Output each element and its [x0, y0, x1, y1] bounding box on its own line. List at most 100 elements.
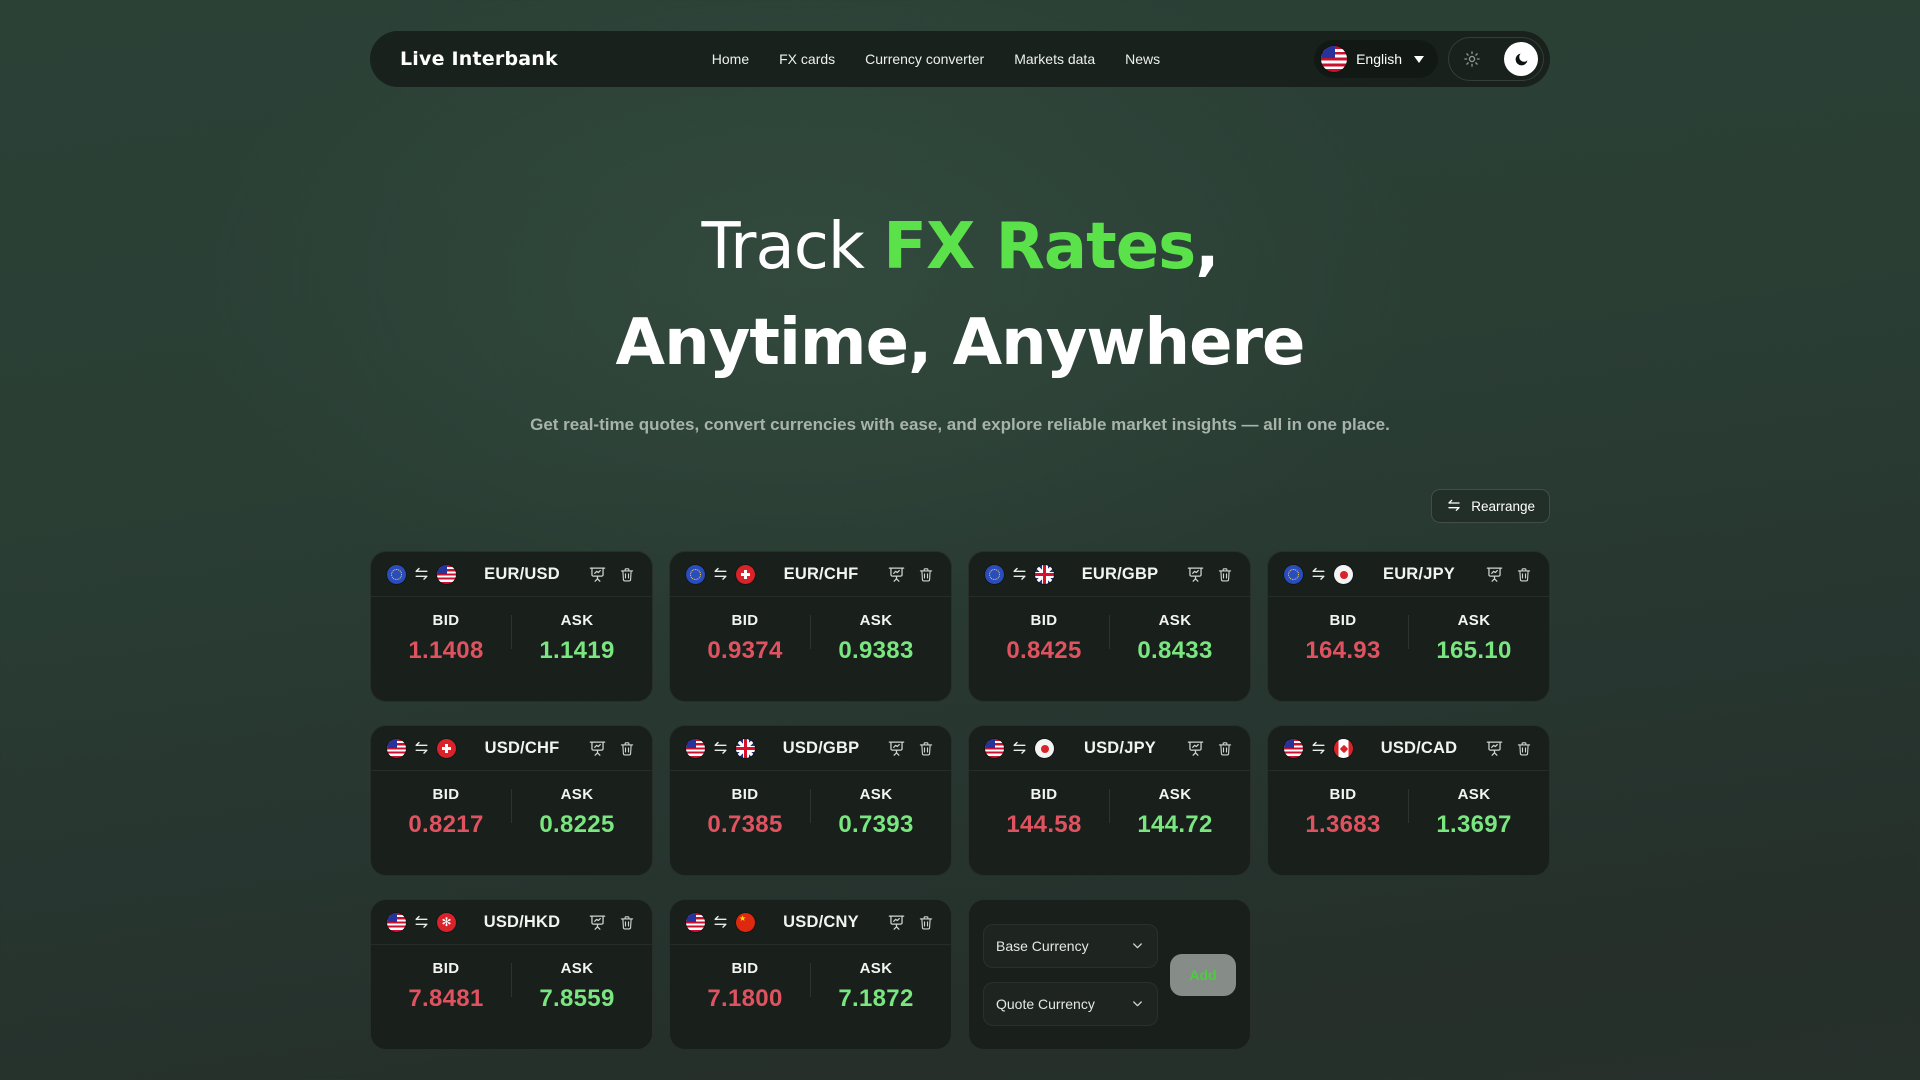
ask-label: ASK — [1457, 612, 1491, 629]
chart-icon[interactable] — [887, 739, 906, 758]
base-flag-icon — [985, 565, 1004, 584]
fx-card: USD/JPY — [968, 725, 1251, 876]
hero-subtitle: Get real-time quotes, convert currencies… — [530, 415, 1390, 434]
nav-menu: Home FX cards Currency converter Markets… — [712, 51, 1160, 67]
ask-column: ASK 0.7393 — [811, 786, 941, 839]
fx-card: USD/CAD — [1267, 725, 1550, 876]
language-label: English — [1356, 51, 1402, 67]
language-selector[interactable]: English — [1314, 40, 1438, 78]
ask-label: ASK — [859, 960, 893, 977]
add-pair-selects: Base Currency Quote Currency — [983, 923, 1158, 1026]
bid-ask-divider — [1109, 789, 1110, 823]
pair-label: EUR/JPY — [1382, 565, 1455, 583]
chart-icon[interactable] — [588, 913, 607, 932]
ask-label: ASK — [859, 786, 893, 803]
fx-card-body: BID 0.9374 ASK 0.9383 — [670, 597, 951, 665]
bid-label: BID — [731, 786, 759, 803]
bid-label: BID — [432, 960, 460, 977]
nav-item-currency-converter[interactable]: Currency converter — [865, 51, 985, 67]
pair-flags — [387, 739, 456, 758]
chart-icon[interactable] — [588, 565, 607, 584]
bid-column: BID 0.7385 — [680, 786, 810, 839]
bid-value: 7.8481 — [408, 985, 484, 1012]
ask-column: ASK 1.1419 — [512, 612, 642, 665]
chart-icon[interactable] — [588, 739, 607, 758]
chart-icon[interactable] — [1485, 739, 1504, 758]
chart-icon[interactable] — [1186, 739, 1205, 758]
ask-label: ASK — [560, 786, 594, 803]
pair-label: USD/CAD — [1380, 739, 1458, 757]
pair-label: USD/CNY — [783, 913, 859, 931]
bid-ask-divider — [810, 615, 811, 649]
quote-currency-select[interactable]: Quote Currency — [983, 981, 1158, 1026]
ask-value: 0.9383 — [838, 637, 914, 664]
card-actions — [887, 913, 935, 932]
chart-icon[interactable] — [1186, 565, 1205, 584]
fx-card: USD/HKD — [370, 899, 653, 1050]
quote-flag-icon — [437, 565, 456, 584]
delete-icon[interactable] — [917, 566, 935, 584]
pair-flags — [387, 565, 456, 584]
fx-card-header: USD/JPY — [969, 726, 1250, 771]
nav-controls: English — [1314, 37, 1544, 81]
ask-column: ASK 144.72 — [1110, 786, 1240, 839]
ask-label: ASK — [1158, 612, 1192, 629]
quote-flag-icon — [736, 565, 755, 584]
bid-ask-divider — [810, 963, 811, 997]
bid-ask-divider — [1408, 615, 1409, 649]
base-flag-icon — [387, 565, 406, 584]
bid-label: BID — [432, 612, 460, 629]
swap-icon — [1312, 567, 1325, 580]
delete-icon[interactable] — [917, 914, 935, 932]
card-actions — [887, 565, 935, 584]
fx-card-header: EUR/USD — [371, 552, 652, 597]
swap-icon — [1013, 741, 1026, 754]
top-nav: Live Interbank Home FX cards Currency co… — [370, 31, 1550, 87]
pair-label: EUR/USD — [484, 565, 560, 583]
fx-card-body: BID 7.8481 ASK 7.8559 — [371, 945, 652, 1013]
delete-icon[interactable] — [1216, 566, 1234, 584]
delete-icon[interactable] — [917, 740, 935, 758]
fx-card: USD/CHF — [370, 725, 653, 876]
bid-label: BID — [1329, 786, 1357, 803]
quote-flag-icon — [1334, 565, 1353, 584]
bid-column: BID 0.8425 — [979, 612, 1109, 665]
delete-icon[interactable] — [618, 566, 636, 584]
chart-icon[interactable] — [887, 565, 906, 584]
card-actions — [1186, 739, 1234, 758]
card-actions — [1485, 739, 1533, 758]
nav-item-home[interactable]: Home — [711, 51, 750, 67]
delete-icon[interactable] — [1515, 566, 1533, 584]
fx-card-header: EUR/CHF — [670, 552, 951, 597]
hero-title-suffix: , — [1195, 210, 1219, 284]
pair-label: EUR/CHF — [783, 565, 859, 583]
base-flag-icon — [985, 739, 1004, 758]
ask-value: 0.7393 — [838, 811, 914, 838]
delete-icon[interactable] — [618, 740, 636, 758]
bid-value: 0.8425 — [1006, 637, 1082, 664]
chart-icon[interactable] — [1485, 565, 1504, 584]
chart-icon[interactable] — [887, 913, 906, 932]
rearrange-button[interactable]: Rearrange — [1431, 489, 1550, 523]
ask-value: 7.8559 — [539, 985, 615, 1012]
theme-toggle[interactable] — [1448, 37, 1544, 81]
nav-item-news[interactable]: News — [1125, 51, 1161, 67]
fx-card-body: BID 7.1800 ASK 7.1872 — [670, 945, 951, 1013]
nav-item-markets-data[interactable]: Markets data — [1014, 51, 1096, 67]
bid-ask-divider — [810, 789, 811, 823]
chevron-down-icon — [1133, 1001, 1142, 1007]
delete-icon[interactable] — [1515, 740, 1533, 758]
ask-column: ASK 0.9383 — [811, 612, 941, 665]
add-pair-button[interactable]: Add — [1170, 953, 1236, 996]
delete-icon[interactable] — [1216, 740, 1234, 758]
delete-icon[interactable] — [618, 914, 636, 932]
base-currency-select[interactable]: Base Currency — [983, 923, 1158, 968]
fx-card-header: USD/CHF — [371, 726, 652, 771]
base-flag-icon — [1284, 565, 1303, 584]
ask-value: 1.1419 — [539, 637, 615, 664]
bid-value: 1.3683 — [1305, 811, 1381, 838]
ask-value: 7.1872 — [838, 985, 914, 1012]
bid-value: 1.1408 — [408, 637, 484, 664]
nav-item-fx-cards[interactable]: FX cards — [779, 51, 836, 67]
pair-flags — [1284, 739, 1353, 758]
